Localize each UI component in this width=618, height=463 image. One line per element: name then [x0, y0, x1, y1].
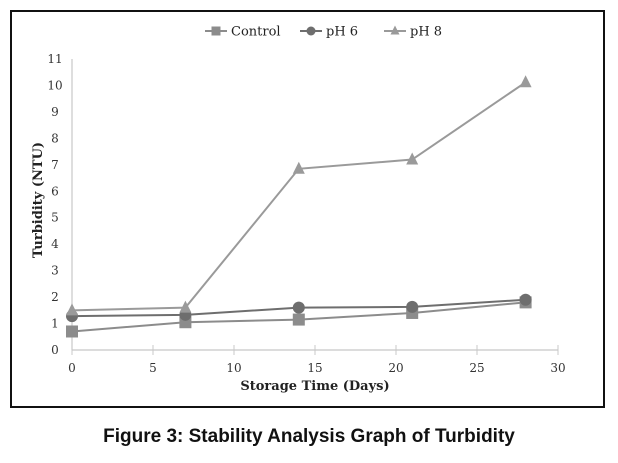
y-tick-label: 4 — [51, 237, 59, 251]
y-tick-label: 5 — [51, 211, 59, 225]
x-tick-label: 20 — [388, 361, 403, 375]
y-tick-label: 0 — [51, 343, 59, 357]
y-tick-label: 1 — [51, 317, 59, 331]
x-tick-label: 0 — [68, 361, 76, 375]
x-tick-label: 30 — [550, 361, 565, 375]
x-tick-label: 5 — [149, 361, 157, 375]
legend-marker-square — [211, 26, 221, 36]
series-layer — [66, 75, 532, 338]
legend-item: Control — [205, 25, 281, 40]
x-axis-label: Storage Time (Days) — [240, 379, 389, 394]
y-tick-label: 8 — [51, 131, 59, 145]
x-tick-label: 10 — [226, 361, 241, 375]
y-tick-label: 3 — [51, 264, 59, 278]
y-tick-label: 6 — [51, 184, 59, 198]
data-point-circle — [519, 293, 532, 306]
data-point-circle — [406, 300, 419, 313]
data-point-triangle — [66, 303, 78, 316]
y-tick-label: 10 — [47, 78, 62, 92]
data-point-triangle — [179, 300, 192, 313]
line-chart: 0 5 10 15 20 25 30 0 1 2 3 4 5 6 7 8 9 10 11 Control pH 6 pH… — [31, 25, 566, 395]
data-point-triangle — [292, 161, 305, 174]
legend-label: Control — [231, 25, 281, 40]
y-axis-label: Turbidity (NTU) — [31, 142, 46, 258]
series-ph-6 — [66, 293, 532, 323]
legend-label: pH 6 — [326, 25, 358, 40]
data-point-square — [292, 313, 305, 326]
y-tick-label: 2 — [51, 290, 59, 304]
legend-item: pH 6 — [300, 25, 358, 40]
legend: Control pH 6 pH 8 — [205, 25, 442, 40]
figure-caption: Figure 3: Stability Analysis Graph of Tu… — [103, 426, 515, 447]
y-tick-label: 11 — [47, 52, 62, 66]
y-tick-label: 9 — [51, 105, 59, 119]
legend-marker-circle — [306, 26, 316, 36]
axes: 0 5 10 15 20 25 30 0 1 2 3 4 5 6 7 8 9 10 11 — [47, 52, 565, 375]
x-tick-label: 15 — [307, 361, 322, 375]
series-line — [71, 81, 527, 312]
data-point-square — [66, 325, 78, 338]
chart-frame — [10, 10, 605, 408]
legend-marker-triangle — [390, 25, 400, 35]
legend-item: pH 8 — [384, 25, 442, 40]
data-point-triangle — [519, 75, 532, 88]
series-ph-8 — [66, 75, 532, 316]
data-point-triangle — [406, 152, 419, 165]
data-point-circle — [292, 301, 305, 314]
legend-label: pH 8 — [410, 25, 442, 40]
y-tick-label: 7 — [51, 158, 59, 172]
x-tick-label: 25 — [469, 361, 484, 375]
